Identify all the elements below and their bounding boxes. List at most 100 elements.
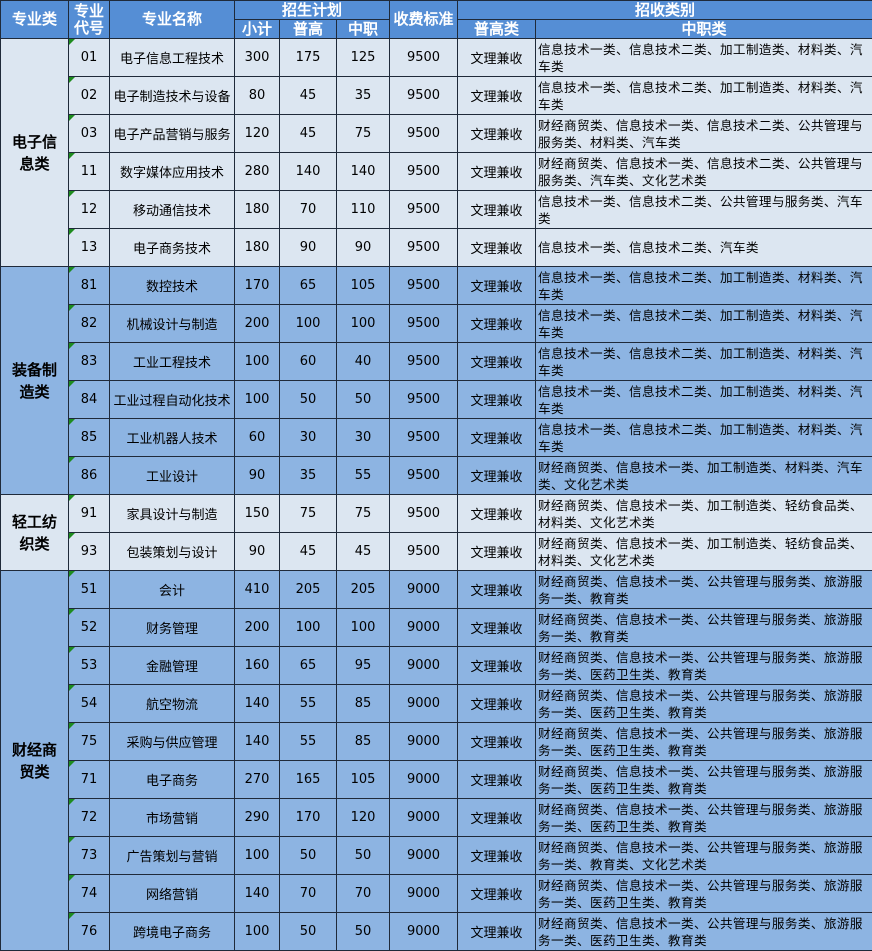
subtotal-cell: 180	[235, 191, 280, 229]
vocational-type-cell: 财经商贸类、信息技术一类、公共管理与服务类、旅游服务一类、教育类、文化艺术类	[536, 837, 872, 875]
general-cell: 45	[280, 77, 337, 115]
name-cell: 电子制造技术与设备	[110, 77, 235, 115]
vocational-type-cell: 财经商贸类、信息技术一类、公共管理与服务类、旅游服务一类、医药卫生类、教育类	[536, 799, 872, 837]
fee-cell: 9000	[390, 685, 458, 723]
table-header: 专业类 专业代号 专业名称 招生计划 收费标准 招收类别 小计 普高 中职 普高…	[1, 1, 872, 39]
vocational-type-cell: 信息技术一类、信息技术二类、加工制造类、材料类、汽车类	[536, 381, 872, 419]
code-cell: 86	[69, 457, 110, 495]
header-code: 专业代号	[69, 1, 110, 39]
subtotal-cell: 150	[235, 495, 280, 533]
general-cell: 65	[280, 267, 337, 305]
general-cell: 50	[280, 837, 337, 875]
vocational-cell: 90	[337, 229, 390, 267]
header-vocational-type: 中职类	[536, 20, 872, 39]
vocational-cell: 35	[337, 77, 390, 115]
vocational-cell: 75	[337, 495, 390, 533]
general-cell: 55	[280, 723, 337, 761]
general-cell: 70	[280, 875, 337, 913]
vocational-cell: 105	[337, 761, 390, 799]
vocational-cell: 205	[337, 571, 390, 609]
name-cell: 机械设计与制造	[110, 305, 235, 343]
general-type-cell: 文理兼收	[458, 191, 536, 229]
subtotal-cell: 140	[235, 685, 280, 723]
code-cell: 03	[69, 115, 110, 153]
fee-cell: 9000	[390, 647, 458, 685]
header-vocational: 中职	[337, 20, 390, 39]
fee-cell: 9500	[390, 495, 458, 533]
vocational-cell: 100	[337, 609, 390, 647]
general-cell: 45	[280, 533, 337, 571]
vocational-type-cell: 财经商贸类、信息技术一类、公共管理与服务类、旅游服务一类、医药卫生类、教育类	[536, 723, 872, 761]
vocational-type-cell: 信息技术一类、信息技术二类、加工制造类、材料类、汽车类	[536, 39, 872, 77]
code-cell: 83	[69, 343, 110, 381]
general-cell: 165	[280, 761, 337, 799]
vocational-type-cell: 财经商贸类、信息技术一类、加工制造类、材料类、汽车类、文化艺术类	[536, 457, 872, 495]
name-cell: 工业设计	[110, 457, 235, 495]
vocational-type-cell: 信息技术一类、信息技术二类、加工制造类、材料类、汽车类	[536, 305, 872, 343]
general-cell: 175	[280, 39, 337, 77]
vocational-type-cell: 财经商贸类、信息技术一类、公共管理与服务类、旅游服务一类、医药卫生类、教育类	[536, 647, 872, 685]
fee-cell: 9000	[390, 761, 458, 799]
general-type-cell: 文理兼收	[458, 77, 536, 115]
general-type-cell: 文理兼收	[458, 419, 536, 457]
subtotal-cell: 140	[235, 875, 280, 913]
category-cell: 装备制造类	[1, 267, 69, 495]
subtotal-cell: 160	[235, 647, 280, 685]
general-type-cell: 文理兼收	[458, 761, 536, 799]
fee-cell: 9500	[390, 267, 458, 305]
fee-cell: 9500	[390, 419, 458, 457]
general-cell: 65	[280, 647, 337, 685]
name-cell: 数字媒体应用技术	[110, 153, 235, 191]
vocational-type-cell: 信息技术一类、信息技术二类、加工制造类、材料类、汽车类	[536, 343, 872, 381]
subtotal-cell: 410	[235, 571, 280, 609]
header-subtotal: 小计	[235, 20, 280, 39]
general-cell: 45	[280, 115, 337, 153]
general-type-cell: 文理兼收	[458, 115, 536, 153]
general-cell: 50	[280, 381, 337, 419]
name-cell: 电子商务技术	[110, 229, 235, 267]
code-cell: 76	[69, 913, 110, 951]
vocational-type-cell: 财经商贸类、信息技术一类、信息技术二类、公共管理与服务类、材料类、汽车类	[536, 115, 872, 153]
vocational-cell: 50	[337, 913, 390, 951]
subtotal-cell: 270	[235, 761, 280, 799]
code-cell: 75	[69, 723, 110, 761]
name-cell: 包装策划与设计	[110, 533, 235, 571]
general-type-cell: 文理兼收	[458, 723, 536, 761]
code-cell: 84	[69, 381, 110, 419]
code-cell: 72	[69, 799, 110, 837]
header-plan: 招生计划	[235, 1, 390, 20]
vocational-type-cell: 财经商贸类、信息技术一类、公共管理与服务类、旅游服务一类、医药卫生类、教育类	[536, 685, 872, 723]
code-cell: 11	[69, 153, 110, 191]
subtotal-cell: 100	[235, 343, 280, 381]
header-admission: 招收类别	[458, 1, 872, 20]
general-cell: 205	[280, 571, 337, 609]
fee-cell: 9000	[390, 723, 458, 761]
vocational-type-cell: 财经商贸类、信息技术一类、加工制造类、轻纺食品类、材料类、文化艺术类	[536, 533, 872, 571]
general-type-cell: 文理兼收	[458, 381, 536, 419]
fee-cell: 9500	[390, 533, 458, 571]
name-cell: 电子信息工程技术	[110, 39, 235, 77]
code-cell: 51	[69, 571, 110, 609]
vocational-cell: 100	[337, 305, 390, 343]
code-cell: 02	[69, 77, 110, 115]
general-type-cell: 文理兼收	[458, 267, 536, 305]
general-cell: 70	[280, 191, 337, 229]
header-general-type: 普高类	[458, 20, 536, 39]
code-cell: 73	[69, 837, 110, 875]
fee-cell: 9500	[390, 381, 458, 419]
fee-cell: 9000	[390, 837, 458, 875]
name-cell: 工业工程技术	[110, 343, 235, 381]
